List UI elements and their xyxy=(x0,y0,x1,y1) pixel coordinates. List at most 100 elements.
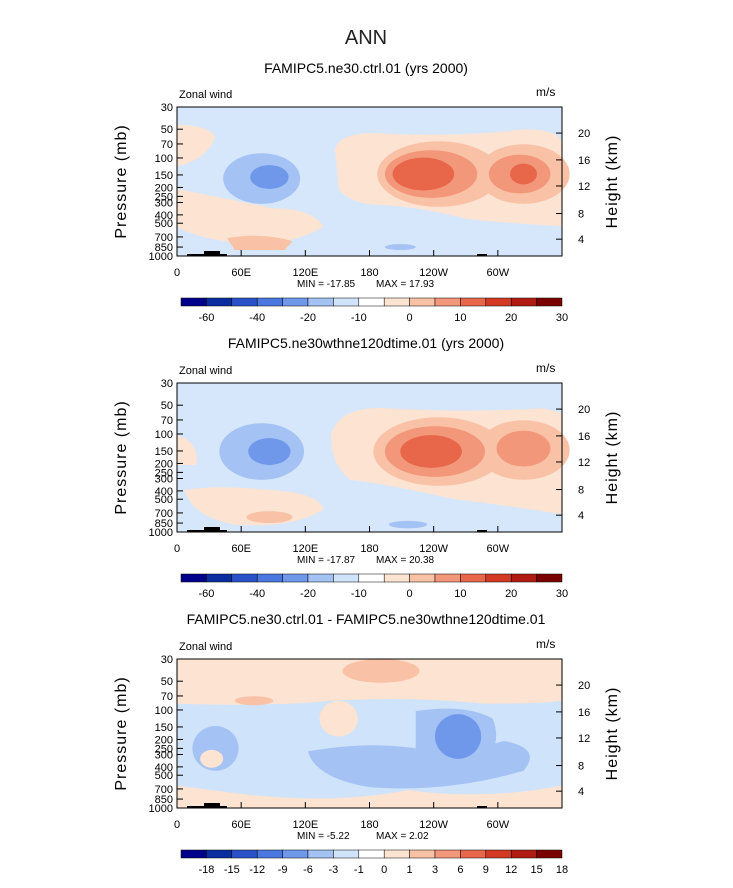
y-tick-label: 70 xyxy=(161,139,173,151)
colorbar-swatch xyxy=(256,849,283,859)
topography-mark xyxy=(477,254,487,256)
page-title: ANN xyxy=(345,27,387,49)
y-tick-label: 500 xyxy=(155,770,173,782)
colorbar-swatch xyxy=(460,297,487,307)
x-tick-label: 180 xyxy=(360,543,378,555)
colorbar-label: 3 xyxy=(432,864,438,876)
contour-fill-level xyxy=(388,520,428,529)
x-tick-label: 180 xyxy=(360,819,378,831)
chart-title: FAMIPC5.ne30.ctrl.01 - FAMIPC5.ne30wthne… xyxy=(187,611,546,627)
colorbar-label: 15 xyxy=(530,864,542,876)
colorbar-swatch xyxy=(536,573,563,583)
contour-fill-level xyxy=(227,235,293,251)
colorbar-label: -20 xyxy=(300,588,316,600)
y-tick-label: 500 xyxy=(155,494,173,506)
y2-axis-label: Height (km) xyxy=(604,687,621,781)
colorbar-swatch xyxy=(434,573,461,583)
x-tick-label: 60E xyxy=(231,543,251,555)
y2-axis-label: Height (km) xyxy=(604,135,621,229)
y-tick-label: 300 xyxy=(155,750,173,762)
max-label: MAX = 17.93 xyxy=(376,279,435,290)
colorbar-swatch xyxy=(180,297,207,307)
colorbar-swatch xyxy=(358,297,385,307)
y-tick-label: 250 xyxy=(155,743,173,755)
colorbar-swatch xyxy=(307,297,334,307)
contour-fill-level xyxy=(177,124,216,167)
y2-tick-label: 12 xyxy=(578,457,590,469)
y-tick-label: 1000 xyxy=(149,803,173,815)
chart-panel-1: FAMIPC5.ne30.ctrl.01 (yrs 2000) Zonal win… xyxy=(113,60,621,324)
y-tick-label: 250 xyxy=(155,191,173,203)
colorbar-swatch xyxy=(485,849,512,859)
colorbar-swatch xyxy=(383,849,410,859)
colorbar-swatch xyxy=(256,297,283,307)
colorbar-swatch xyxy=(282,573,309,583)
y-tick-label: 700 xyxy=(155,508,173,520)
colorbar-label: -18 xyxy=(198,864,214,876)
y-tick-label: 400 xyxy=(155,210,173,222)
colorbar-label: -40 xyxy=(249,312,265,324)
y-tick-label: 1000 xyxy=(149,527,173,539)
y2-tick-label: 16 xyxy=(578,707,590,719)
colorbar-label: -1 xyxy=(354,864,364,876)
colorbar-label: 10 xyxy=(454,588,466,600)
y-tick-label: 400 xyxy=(155,762,173,774)
colorbar-label: 9 xyxy=(483,864,489,876)
y2-axis-label: Height (km) xyxy=(604,411,621,505)
contour-field xyxy=(177,659,562,808)
contour-fill-level xyxy=(248,438,291,465)
colorbar-swatch xyxy=(282,297,309,307)
units-label: m/s xyxy=(536,637,555,651)
y2-tick-label: 8 xyxy=(578,761,584,773)
colorbar-swatch xyxy=(333,297,360,307)
y2-tick-label: 20 xyxy=(578,404,590,416)
contour-fill-level xyxy=(234,696,274,706)
variable-label: Zonal wind xyxy=(179,89,232,101)
x-tick-label: 60W xyxy=(487,543,510,555)
y-tick-label: 1000 xyxy=(149,251,173,263)
contour-fill-level xyxy=(177,435,197,465)
x-tick-label: 0 xyxy=(174,543,180,555)
y2-tick-label: 12 xyxy=(578,733,590,745)
colorbar-label: -15 xyxy=(224,864,240,876)
colorbar-label: -60 xyxy=(198,312,214,324)
contour-fill-level xyxy=(200,749,224,768)
y-axis-label: Pressure (mb) xyxy=(113,676,130,790)
y-tick-label: 850 xyxy=(155,242,173,254)
topography-mark xyxy=(204,251,220,256)
y-tick-label: 200 xyxy=(155,734,173,746)
x-tick-label: 0 xyxy=(174,267,180,279)
units-label: m/s xyxy=(536,361,555,375)
colorbar-swatch xyxy=(282,849,309,859)
colorbar-swatch xyxy=(485,573,512,583)
colorbar-label: 30 xyxy=(556,588,568,600)
y-tick-label: 50 xyxy=(161,400,173,412)
y2-tick-label: 4 xyxy=(578,234,584,246)
y2-tick-label: 4 xyxy=(578,510,584,522)
y-axis-label: Pressure (mb) xyxy=(113,400,130,514)
y-tick-label: 400 xyxy=(155,486,173,498)
colorbar: -60 -40 -20 -10 0 10 20 30 xyxy=(180,573,568,600)
y-tick-label: 250 xyxy=(155,467,173,479)
y-tick-label: 300 xyxy=(155,474,173,486)
variable-label: Zonal wind xyxy=(179,641,232,653)
colorbar-label: 10 xyxy=(454,312,466,324)
colorbar-swatch xyxy=(231,849,258,859)
colorbar-swatch xyxy=(383,297,410,307)
colorbar-label: 0 xyxy=(407,588,413,600)
colorbar-swatch xyxy=(434,297,461,307)
x-tick-label: 60W xyxy=(487,267,510,279)
colorbar-swatch xyxy=(307,849,334,859)
colorbar-label: -40 xyxy=(249,588,265,600)
colorbar-swatch xyxy=(206,297,233,307)
x-tick-label: 120E xyxy=(292,543,318,555)
x-tick-label: 60E xyxy=(231,819,251,831)
y-tick-label: 850 xyxy=(155,518,173,530)
colorbar: -60 -40 -20 -10 0 10 20 30 xyxy=(180,297,568,324)
y-tick-label: 100 xyxy=(155,429,173,441)
y2-tick-label: 8 xyxy=(578,485,584,497)
colorbar-label: 0 xyxy=(381,864,387,876)
colorbar-label: -10 xyxy=(351,588,367,600)
contour-fill-level xyxy=(510,163,537,185)
